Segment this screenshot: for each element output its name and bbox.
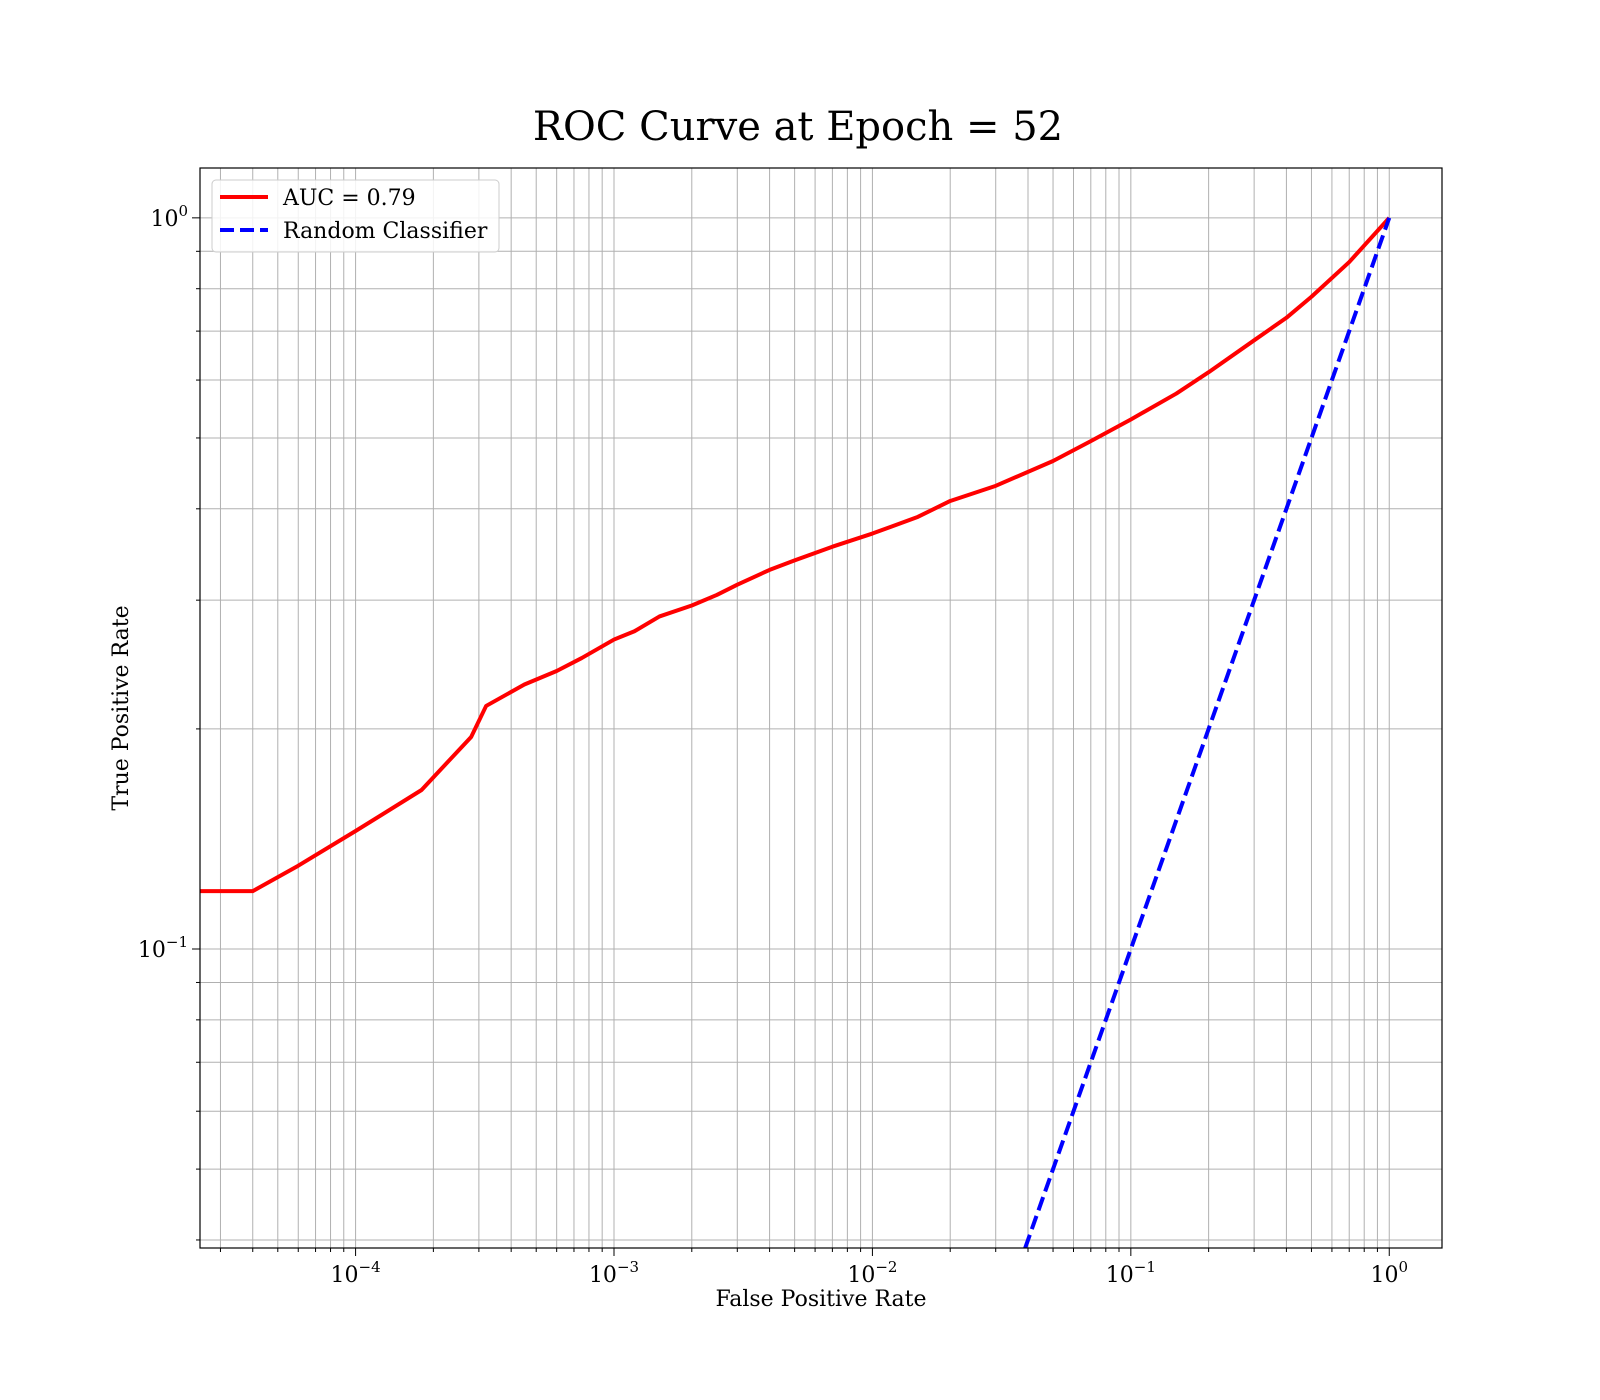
roc-curve-line	[200, 216, 1391, 894]
x-tick-label: 10−3	[589, 1258, 639, 1288]
plot-frame	[199, 167, 1443, 1249]
x-axis-label: False Positive Rate	[715, 1287, 926, 1312]
tick-layer: 10−4 10−3 10−2 10−1 100 10−1 100	[138, 202, 1408, 1288]
chart-title: ROC Curve at Epoch = 52	[533, 104, 1063, 150]
y-tick-label: 100	[150, 202, 188, 232]
y-tick-label: 10−1	[138, 933, 188, 963]
legend-box	[211, 179, 500, 253]
x-tick-label: 10−4	[331, 1258, 381, 1288]
legend-label-auc: AUC = 0.79	[282, 186, 416, 211]
x-tick-label: 10−1	[1106, 1258, 1156, 1288]
grid-layer	[200, 168, 1442, 1248]
series-layer	[200, 216, 1392, 1248]
random-classifier-line	[1023, 217, 1392, 1248]
legend: AUC = 0.79 Random Classifier	[211, 179, 500, 253]
x-tick-label: 10−2	[847, 1258, 897, 1288]
legend-label-random: Random Classifier	[283, 219, 488, 244]
x-tick-label: 100	[1370, 1258, 1408, 1288]
y-axis-label: True Positive Rate	[109, 605, 134, 810]
